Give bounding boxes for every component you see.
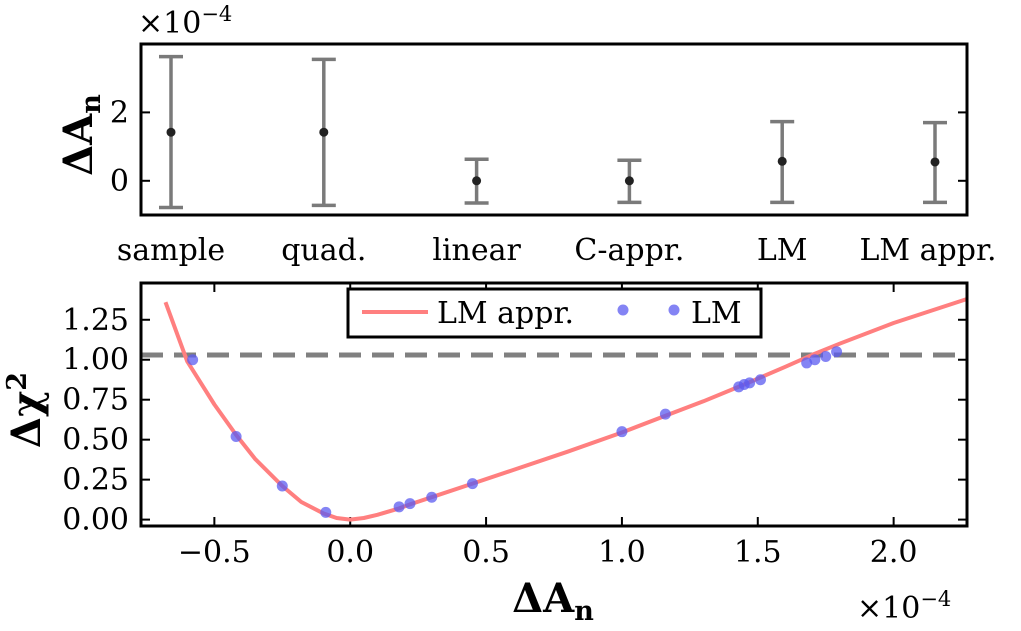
legend-label-lm-appr: LM appr. [437, 296, 574, 331]
bottom-y-tick-label: 0.25 [62, 463, 129, 498]
error-bar-point [319, 127, 329, 137]
lm-point [659, 408, 671, 420]
bottom-y-tick-label: 1.00 [62, 343, 129, 378]
legend-label-lm: LM [691, 296, 742, 331]
error-bar-point [930, 157, 940, 167]
lm-point [426, 491, 438, 503]
error-bar-point [624, 176, 634, 186]
bottom-y-tick-label: 0.00 [62, 503, 129, 538]
bottom-x-scale-label: ×10−4 [857, 587, 951, 626]
category-label: C-appr. [574, 233, 684, 268]
top-plot-frame [139, 42, 969, 217]
top-y-tick-label: 0 [110, 164, 129, 199]
lm-point [616, 426, 628, 438]
legend-marker-swatch [617, 304, 629, 316]
lm-scatter-points [187, 346, 843, 518]
lm-point [404, 498, 416, 510]
top-y-ticks: 02 [110, 95, 967, 199]
top-error-bars [159, 54, 947, 210]
error-bar-point [472, 176, 482, 186]
lm-point [744, 377, 756, 389]
bottom-axis-ticks: 0.00 0.25 0.50 0.75 1.00 1.25 −0.5 0.0 0.5 1.0 1.5… [62, 283, 967, 570]
category-label: LM [757, 233, 808, 268]
bottom-y-tick-label: 1.25 [62, 303, 129, 338]
bottom-x-tick-label: 0.0 [326, 535, 374, 570]
top-y-tick-label: 2 [110, 95, 129, 130]
lm-point [831, 346, 843, 358]
lm-point [755, 374, 766, 386]
category-label: sample [117, 233, 225, 268]
bottom-y-tick-label: 0.75 [62, 383, 129, 418]
lm-point [820, 351, 832, 363]
bottom-x-tick-label: 2.0 [870, 535, 918, 570]
top-category-labels: sample quad. linear C-appr. LM LM appr. [117, 233, 997, 268]
lm-point [187, 354, 199, 366]
error-bar-point [166, 127, 176, 137]
bottom-x-tick-label: 1.5 [734, 535, 782, 570]
category-label: quad. [281, 233, 366, 268]
legend: LM appr. LM [346, 287, 763, 339]
category-label: linear [432, 233, 521, 268]
lm-point [230, 430, 242, 442]
lm-point [466, 478, 478, 490]
lm-point [320, 506, 332, 518]
bottom-y-axis-label: Δχ2 [2, 372, 50, 448]
bottom-y-tick-label: 0.50 [62, 423, 129, 458]
top-y-scale-label: ×10−4 [138, 2, 232, 41]
bottom-x-axis-label: ΔAn [512, 575, 594, 627]
bottom-panel: 0.00 0.25 0.50 0.75 1.00 1.25 −0.5 0.0 0.5 1.0 1.5… [2, 281, 969, 627]
top-panel: 02 sample quad. linear C-appr. LM LM appr. ×1… [55, 2, 997, 268]
bottom-plot-frame [139, 281, 969, 528]
top-y-axis-label: ΔAn [55, 94, 107, 176]
lm-point [393, 501, 405, 513]
category-label: LM appr. [859, 233, 996, 268]
legend-marker-swatch [668, 304, 680, 316]
bottom-x-tick-label: 1.0 [598, 535, 646, 570]
bottom-x-tick-label: −0.5 [178, 535, 251, 570]
error-bar-point [777, 156, 787, 166]
lm-point [809, 354, 821, 366]
lm-point [276, 480, 288, 492]
bottom-x-tick-label: 0.5 [462, 535, 510, 570]
